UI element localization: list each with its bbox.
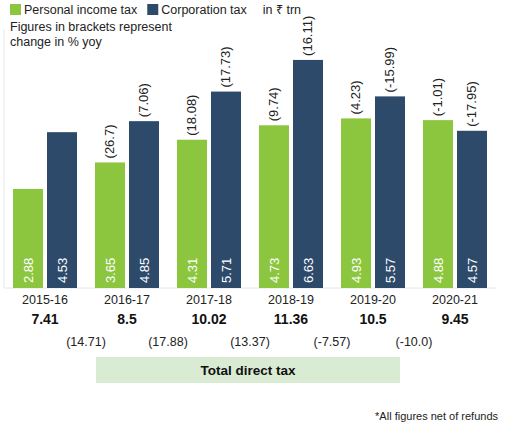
- bar: [423, 120, 453, 288]
- value-label: 3.65: [103, 258, 118, 283]
- legend: Personal income tax Corporation tax in ₹ t…: [10, 3, 301, 17]
- total-label: Total direct tax: [200, 363, 296, 378]
- yoy-change-label: (-15.99): [383, 47, 398, 93]
- value-label: 6.63: [301, 258, 316, 283]
- total-value: 7.41: [31, 311, 58, 327]
- chart: Personal income tax Corporation tax in ₹ t…: [0, 0, 506, 430]
- yoy-change-label: (18.08): [185, 95, 200, 136]
- legend-label: Corporation tax: [161, 3, 247, 17]
- value-label: 5.71: [219, 258, 234, 283]
- bar: [341, 118, 371, 288]
- category-label: 2019-20: [350, 293, 396, 307]
- bar: [47, 132, 77, 288]
- value-label: 4.53: [55, 258, 70, 283]
- total-change-label: (-10.0): [396, 335, 433, 349]
- yoy-change-label: (26.7): [103, 124, 118, 158]
- total-value: 9.45: [441, 311, 468, 327]
- bar: [293, 60, 323, 288]
- total-value: 8.5: [117, 311, 137, 327]
- yoy-change-label: (7.06): [137, 83, 152, 117]
- data-labels: 2.88 3.65 (26.7) 4.31 (18.08) 4.73 (9.74) 4.93 (…: [21, 16, 480, 283]
- category-label: 2016-17: [104, 293, 150, 307]
- category-label: 2018-19: [268, 293, 314, 307]
- value-label: 2.88: [21, 258, 36, 283]
- value-axis: [4, 30, 5, 288]
- total-band: [96, 357, 400, 383]
- total-change-label: (17.88): [148, 335, 188, 349]
- value-label: 4.85: [137, 258, 152, 283]
- yoy-change-label: (17.73): [219, 46, 234, 87]
- value-label: 4.57: [465, 258, 480, 283]
- yoy-change-label: (-17.95): [465, 81, 480, 127]
- bars: [13, 60, 487, 288]
- legend-label: Personal income tax: [24, 3, 138, 17]
- yoy-change-label: (4.23): [349, 80, 364, 114]
- subtitle: Figures in brackets represent change in …: [10, 20, 180, 50]
- bar: [211, 92, 241, 288]
- value-label: 4.73: [267, 258, 282, 283]
- bar: [13, 189, 43, 288]
- legend-swatch: [147, 4, 158, 15]
- category-label: 2020-21: [432, 293, 478, 307]
- total-change-label: (13.37): [230, 335, 270, 349]
- yoy-change-label: (9.74): [267, 87, 282, 121]
- yoy-change-label: (-1.01): [431, 78, 446, 116]
- total-change-label: (-7.57): [314, 335, 351, 349]
- total-value: 10.5: [359, 311, 386, 327]
- category-label: 2017-18: [186, 293, 232, 307]
- unit-label: in ₹ trn: [263, 3, 301, 17]
- bar: [177, 140, 207, 288]
- total-value: 10.02: [191, 311, 226, 327]
- value-label: 4.93: [349, 258, 364, 283]
- bar: [375, 96, 405, 288]
- bar: [95, 162, 125, 288]
- bar: [259, 125, 289, 288]
- total-value: 11.36: [274, 311, 308, 327]
- baseline: [4, 288, 496, 289]
- legend-swatch: [10, 4, 21, 15]
- bar: [129, 121, 159, 288]
- value-label: 4.31: [185, 258, 200, 283]
- yoy-change-label: (16.11): [301, 16, 316, 56]
- value-label: 5.57: [383, 258, 398, 283]
- category-label: 2015-16: [22, 293, 68, 307]
- value-label: 4.88: [431, 258, 446, 283]
- bar: [457, 131, 487, 288]
- footnote: *All figures net of refunds: [375, 410, 498, 422]
- total-change-label: (14.71): [66, 335, 106, 349]
